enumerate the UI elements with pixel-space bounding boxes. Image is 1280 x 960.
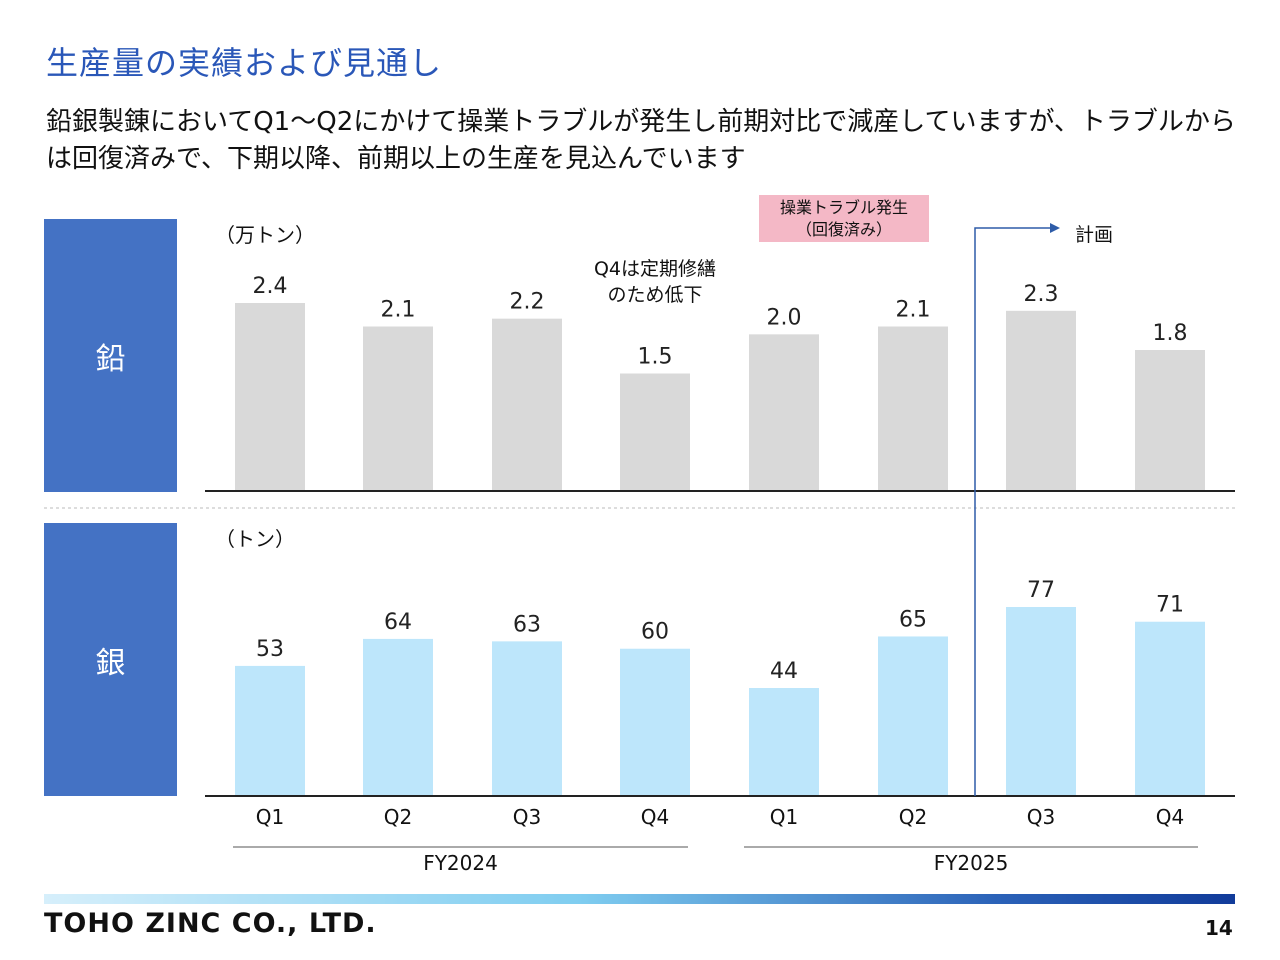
silver-unit-label: （トン） (215, 527, 295, 551)
silver-label-box: 銀 (44, 523, 177, 796)
plan-divider-line (974, 227, 1052, 796)
lead-bar-5 (749, 334, 819, 491)
lead-label-box: 鉛 (44, 219, 177, 492)
lead-bar-1 (235, 303, 305, 491)
fy-group-label-2: FY2025 (934, 851, 1009, 875)
silver-value-label-4: 60 (641, 620, 669, 645)
trouble-annotation: 操業トラブル発生 （回復済み） (759, 195, 929, 242)
silver-bar-2 (363, 638, 433, 796)
silver-value-label-2: 64 (384, 610, 412, 635)
q4-note-line2: のため低下 (607, 284, 703, 306)
silver-bar-5 (749, 688, 819, 796)
silver-bar-4 (620, 648, 690, 796)
lead-bar-2 (363, 326, 433, 491)
silver-value-label-1: 53 (256, 637, 284, 662)
lead-value-label-4: 1.5 (638, 345, 673, 370)
x-tick-label-6: Q2 (899, 805, 927, 829)
silver-value-label-6: 65 (899, 607, 927, 632)
silver-bar-8 (1135, 621, 1205, 796)
silver-bar-1 (235, 665, 305, 796)
lead-bar-4 (620, 373, 690, 491)
page-title: 生産量の実績および見通し (46, 44, 443, 82)
silver-bar-6 (878, 636, 948, 796)
trouble-line2: （回復済み） (795, 220, 892, 239)
trouble-line1: 操業トラブル発生 (779, 198, 908, 217)
lead-value-label-5: 2.0 (767, 305, 802, 330)
lead-value-label-3: 2.2 (510, 290, 545, 315)
silver-value-label-8: 71 (1156, 593, 1184, 618)
page-number: 14 (1205, 916, 1233, 940)
x-tick-label-4: Q4 (641, 805, 669, 829)
q4-note-line1: Q4は定期修繕 (593, 258, 717, 280)
silver-bar-3 (492, 641, 562, 796)
x-tick-label-8: Q4 (1156, 805, 1184, 829)
silver-value-label-5: 44 (770, 659, 798, 684)
x-tick-label-2: Q2 (384, 805, 412, 829)
company-logo: TOHO ZINC CO., LTD. (44, 908, 377, 939)
plan-label: 計画 (1075, 224, 1114, 246)
q4-maintenance-note: Q4は定期修繕 のため低下 (560, 256, 750, 308)
lead-value-label-1: 2.4 (253, 274, 288, 299)
page-subtitle: 鉛銀製錬においてQ1～Q2にかけて操業トラブルが発生し前期対比で減産していますが… (46, 107, 1236, 174)
lead-unit-label: （万トン） (215, 223, 315, 247)
lead-value-label-7: 2.3 (1024, 282, 1059, 307)
footer-gradient-bar (44, 894, 1235, 904)
lead-bar-7 (1006, 310, 1076, 491)
x-tick-label-3: Q3 (513, 805, 541, 829)
lead-value-label-2: 2.1 (381, 298, 416, 323)
plan-arrow-head (1050, 223, 1060, 233)
x-tick-label-5: Q1 (770, 805, 798, 829)
lead-value-label-8: 1.8 (1153, 321, 1188, 346)
silver-bar-7 (1006, 607, 1076, 796)
x-tick-label-7: Q3 (1027, 805, 1055, 829)
lead-bar-8 (1135, 350, 1205, 491)
fy-group-label-1: FY2024 (423, 851, 498, 875)
lead-bar-3 (492, 318, 562, 491)
x-tick-label-1: Q1 (256, 805, 284, 829)
lead-bar-6 (878, 326, 948, 491)
lead-value-label-6: 2.1 (896, 298, 931, 323)
silver-value-label-3: 63 (513, 612, 541, 637)
silver-value-label-7: 77 (1027, 578, 1055, 603)
